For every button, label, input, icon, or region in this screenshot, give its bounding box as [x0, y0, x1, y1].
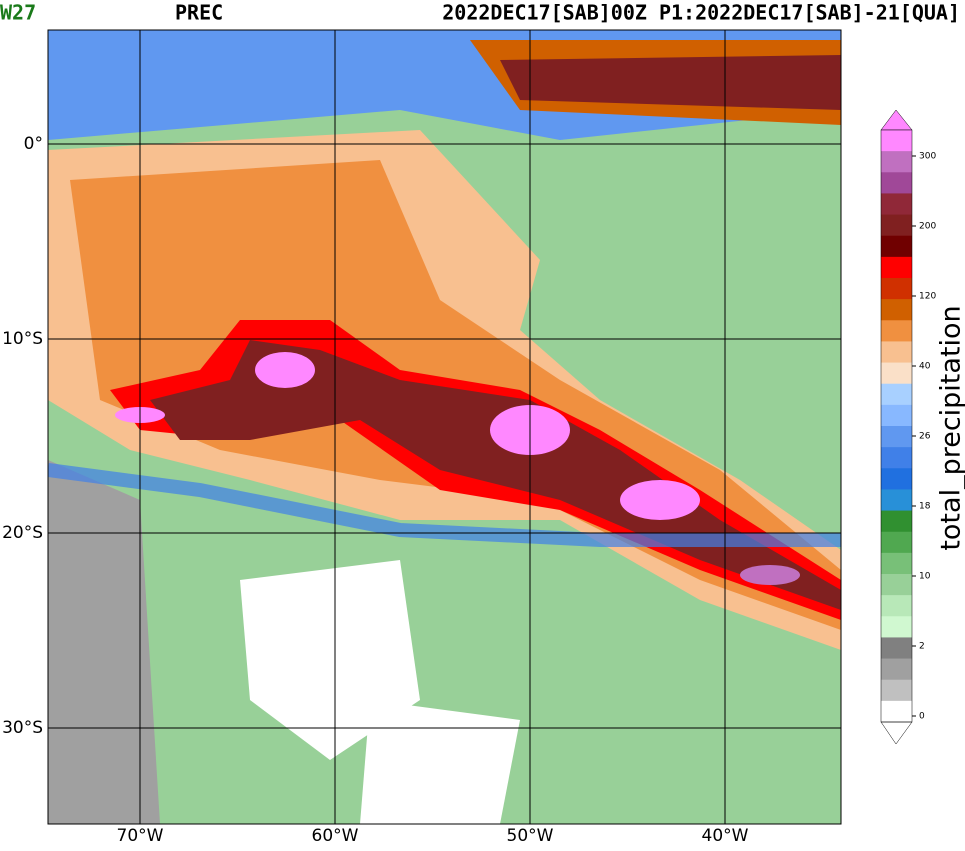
- colorbar-segment: [881, 299, 912, 321]
- colorbar-segment: [881, 680, 912, 702]
- colorbar-segment: [881, 489, 912, 511]
- colorbar-segment: [881, 130, 912, 152]
- colorbar-segment: [881, 193, 912, 215]
- colorbar-segment: [881, 405, 912, 427]
- lat-label: 10°S: [2, 329, 43, 349]
- colorbar-segment: [881, 532, 912, 554]
- colorbar-segment: [881, 637, 912, 659]
- colorbar-segment: [881, 341, 912, 363]
- colorbar-tick-label: 0: [919, 712, 925, 722]
- colorbar-segment: [881, 616, 912, 638]
- colorbar-tick-label: 40: [919, 362, 931, 372]
- colorbar-segment: [881, 595, 912, 617]
- colorbar-segment: [881, 468, 912, 490]
- colorbar-segment: [881, 320, 912, 342]
- colorbar-segment: [881, 278, 912, 300]
- colorbar-segment: [881, 236, 912, 258]
- lat-label: 20°S: [2, 523, 43, 543]
- colorbar-top: [881, 110, 912, 130]
- colorbar-segment: [881, 215, 912, 237]
- colorbar-segment: [881, 257, 912, 279]
- colorbar-segment: [881, 659, 912, 681]
- valid-time: 2022DEC17[SAB]00Z P1:2022DEC17[SAB]-21[Q…: [442, 1, 960, 25]
- lon-label: 60°W: [312, 826, 359, 846]
- colorbar-segment: [881, 701, 912, 723]
- colorbar-tick-label: 26: [919, 432, 931, 442]
- lon-label: 40°W: [702, 826, 749, 846]
- colorbar-segment: [881, 172, 912, 194]
- colorbar-tick-label: 2: [919, 642, 925, 652]
- colorbar-segment: [881, 447, 912, 469]
- model-label: W27: [0, 1, 36, 25]
- colorbar-segment: [881, 363, 912, 385]
- lat-label: 30°S: [2, 718, 43, 738]
- colorbar-bottom: [881, 722, 912, 744]
- lon-label: 50°W: [507, 826, 554, 846]
- colorbar-tick-label: 10: [919, 572, 931, 582]
- colorbar-label: total_precipitation: [936, 305, 965, 550]
- colorbar-tick-label: 300: [919, 152, 936, 162]
- colorbar: 300 200 120 40 26 18 10 2 0: [881, 110, 936, 744]
- colorbar-segment: [881, 574, 912, 596]
- lat-label: 0°: [24, 134, 43, 154]
- colorbar-segment: [881, 553, 912, 575]
- colorbar-segment: [881, 151, 912, 173]
- variable-label: PREC: [175, 1, 223, 25]
- colorbar-segment: [881, 384, 912, 406]
- colorbar-tick-label: 18: [919, 502, 931, 512]
- colorbar-tick-label: 120: [919, 292, 936, 302]
- colorbar-tick-label: 200: [919, 222, 936, 232]
- lon-label: 70°W: [117, 826, 164, 846]
- precip-field: [48, 30, 841, 824]
- colorbar-segment: [881, 511, 912, 533]
- colorbar-segment: [881, 426, 912, 448]
